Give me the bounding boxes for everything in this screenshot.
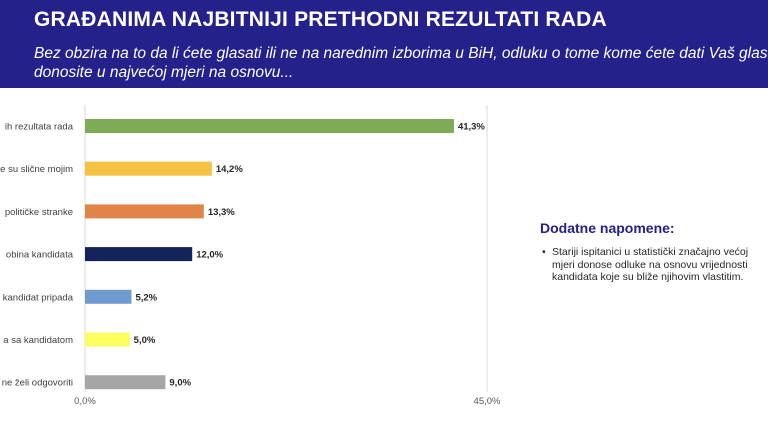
data-label: 5,2% — [135, 292, 157, 303]
notes-panel: Dodatne napomene: Stariji ispitanici u s… — [540, 220, 760, 284]
category-label: e su slične mojim — [0, 164, 73, 175]
category-label: ih rezultata rada — [5, 122, 74, 133]
category-label: obina kandidata — [6, 250, 74, 261]
notes-list: Stariji ispitanici u statistički značajn… — [540, 246, 760, 284]
data-label: 41,3% — [458, 122, 485, 133]
data-label: 13,3% — [208, 207, 235, 218]
bar — [85, 161, 212, 176]
bar — [85, 332, 130, 347]
notes-title: Dodatne napomene: — [540, 220, 675, 236]
data-label: 9,0% — [169, 378, 191, 389]
category-label: političke stranke — [5, 207, 73, 218]
data-label: 14,2% — [216, 164, 243, 175]
category-label: a sa kandidatom — [3, 335, 73, 346]
data-label: 5,0% — [134, 335, 156, 346]
x-tick-label: 0,0% — [74, 396, 96, 407]
category-label: kandidat pripada — [3, 292, 74, 303]
header-banner: GRAĐANIMA NAJBITNIJI PRETHODNI REZULTATI… — [0, 0, 768, 88]
bar — [85, 375, 166, 390]
bar-chart: 41,3% ih rezultata rada 14,2% e su slične m… — [0, 105, 501, 407]
bar — [85, 289, 132, 304]
page-title: GRAĐANIMA NAJBITNIJI PRETHODNI REZULTATI… — [34, 8, 607, 31]
bar — [85, 247, 193, 262]
page-subtitle: Bez obzira na to da li ćete glasati ili … — [34, 45, 768, 81]
bar — [85, 204, 204, 219]
notes-item: Stariji ispitanici u statistički značajn… — [542, 246, 760, 284]
category-label: ne želi odgovoriti — [2, 378, 73, 389]
x-tick-label: 45,0% — [474, 396, 501, 407]
data-label: 12,0% — [196, 250, 223, 261]
bar — [85, 119, 454, 133]
